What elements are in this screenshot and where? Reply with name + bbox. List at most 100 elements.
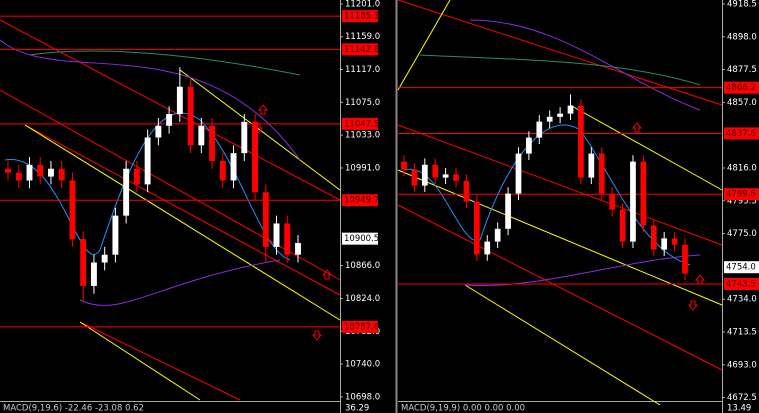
candle-body	[284, 223, 291, 255]
level-label-box	[342, 10, 378, 23]
last-price-label: 10900.5	[344, 234, 379, 244]
moving-average	[469, 19, 701, 111]
candle-body	[682, 244, 688, 274]
candle-body	[650, 225, 657, 250]
candle-body	[671, 238, 678, 245]
indicator-label: MACD(9,19,6) -22.46 -23.08 0.62	[3, 404, 144, 413]
level-label: 4799.6	[726, 190, 756, 200]
level-label-box	[724, 81, 759, 94]
trend-line	[0, 89, 341, 281]
candle-body	[80, 239, 87, 286]
moving-average	[464, 254, 701, 287]
candle-body	[252, 121, 258, 193]
candle-body	[526, 137, 532, 154]
last-price-box	[342, 232, 378, 245]
candle-body	[598, 153, 605, 194]
level-label-box	[342, 320, 378, 333]
y-tick-label: 10824.0	[345, 294, 380, 304]
moving-average	[79, 259, 281, 306]
candle-body	[630, 161, 636, 242]
y-tick-label: 4898.0	[727, 32, 757, 42]
candle-body	[144, 137, 151, 185]
y-tick-label: 10866.0	[345, 261, 380, 271]
candle-body	[90, 262, 97, 286]
y-tick-label: 4857.0	[727, 98, 757, 108]
level-label-box	[342, 194, 378, 207]
y-tick-label: 11033.0	[345, 131, 380, 141]
y-tick-label: 4816.0	[727, 164, 757, 174]
candle-body	[557, 113, 563, 117]
candle-body	[37, 164, 44, 177]
trend-line	[397, 0, 451, 91]
candle-body	[505, 193, 511, 229]
candle-body	[219, 160, 226, 181]
trend-line	[397, 169, 723, 306]
level-label-box	[342, 117, 378, 130]
y-tick-label: 4775.0	[727, 229, 757, 239]
candle-body	[484, 241, 491, 255]
up-arrow	[631, 122, 643, 133]
y-tick-label: 10698.0	[345, 392, 380, 402]
level-label-box	[724, 278, 759, 290]
candle-body	[230, 153, 237, 181]
y-tick-label: 11117.0	[345, 65, 380, 75]
trend-line	[397, 124, 723, 246]
moving-average	[419, 54, 701, 86]
moving-average	[29, 50, 301, 76]
y-tick-label: 11201.0	[345, 0, 380, 9]
candle-body	[209, 125, 216, 161]
candle-body	[112, 215, 119, 255]
trend-line	[569, 104, 723, 191]
candle-body	[619, 209, 626, 242]
candle-body	[241, 121, 248, 154]
candle-body	[262, 192, 269, 247]
indicator-axis-label: 13.49	[727, 404, 751, 413]
y-tick-label: 4918.5	[727, 0, 757, 10]
candle-body	[155, 125, 162, 138]
candle-body	[69, 180, 76, 240]
candle-body	[26, 164, 33, 181]
candle-body	[401, 161, 407, 170]
candle-body	[536, 121, 543, 138]
candle-body	[58, 168, 65, 181]
moving-average	[4, 112, 291, 261]
y-tick-label: 10740.0	[345, 360, 380, 370]
trend-line	[79, 321, 201, 401]
candle-body	[15, 172, 22, 181]
level-label: 11047.5	[344, 119, 379, 129]
y-tick-label: 10991.0	[345, 163, 380, 173]
candle-body	[411, 169, 418, 186]
moving-average	[0, 39, 301, 161]
candle-body	[187, 86, 194, 146]
y-tick-label: 4693.0	[727, 360, 757, 370]
candle-body	[546, 116, 553, 122]
level-label: 4866.2	[726, 83, 756, 93]
level-label: 4743.5	[726, 280, 756, 290]
trend-line	[397, 204, 723, 371]
signal-arrows	[252, 104, 706, 341]
candle-body	[640, 161, 647, 226]
level-label: 4837.6	[726, 129, 756, 139]
last-price-label: 4754.0	[726, 263, 756, 273]
candle-body	[609, 193, 616, 210]
indicator-axis-label: 36.29	[345, 404, 369, 413]
level-label-box	[724, 188, 759, 201]
candle-body	[515, 153, 522, 194]
candle-body	[661, 238, 668, 250]
candle-body	[273, 223, 280, 247]
candle-body	[133, 168, 140, 185]
candle-body	[295, 242, 301, 255]
last-price-box	[724, 261, 759, 274]
candle-body	[101, 254, 108, 263]
y-tick-label: 4672.5	[727, 393, 757, 403]
y-tick-label: 4713.5	[727, 328, 757, 338]
candle-body	[5, 168, 11, 173]
candle-body	[494, 228, 501, 242]
indicator-label: MACD(9,19,9) 0.00 0.00 0.00	[401, 404, 525, 413]
level-label: 11142.8	[344, 45, 379, 55]
candle-body	[578, 105, 584, 178]
level-label-box	[724, 127, 759, 140]
candle-body	[421, 164, 428, 186]
candle-body	[588, 153, 595, 178]
